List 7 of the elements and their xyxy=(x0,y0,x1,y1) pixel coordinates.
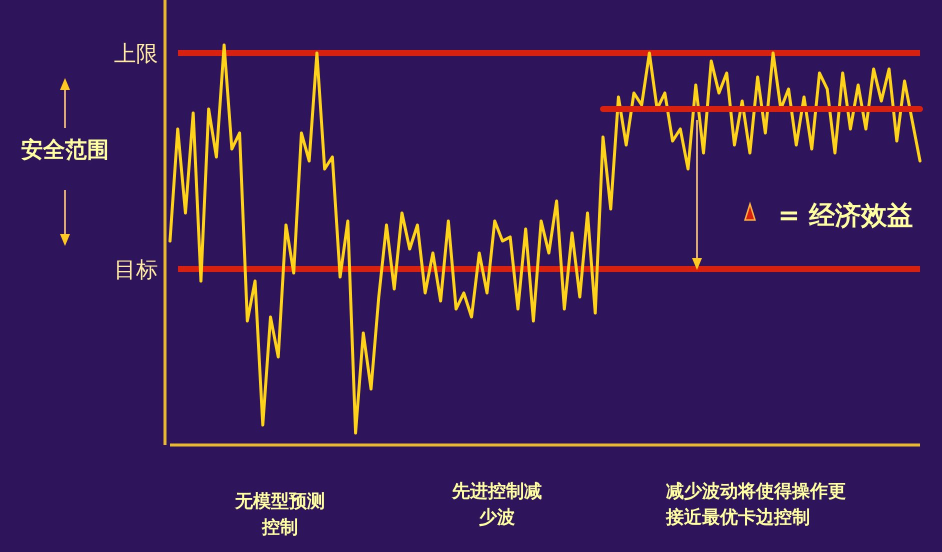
text: 减少波动将使得操作更接近最优卡边控制 xyxy=(665,481,846,528)
annotation: = 经济效益 xyxy=(778,201,913,231)
ref-line-label: 上限 xyxy=(114,42,158,67)
text: 无模型预测控制 xyxy=(234,491,325,538)
text: 安全范围 xyxy=(21,137,109,163)
text: 先进控制减少波 xyxy=(451,481,542,528)
ref-line-label: 目标 xyxy=(114,258,158,283)
